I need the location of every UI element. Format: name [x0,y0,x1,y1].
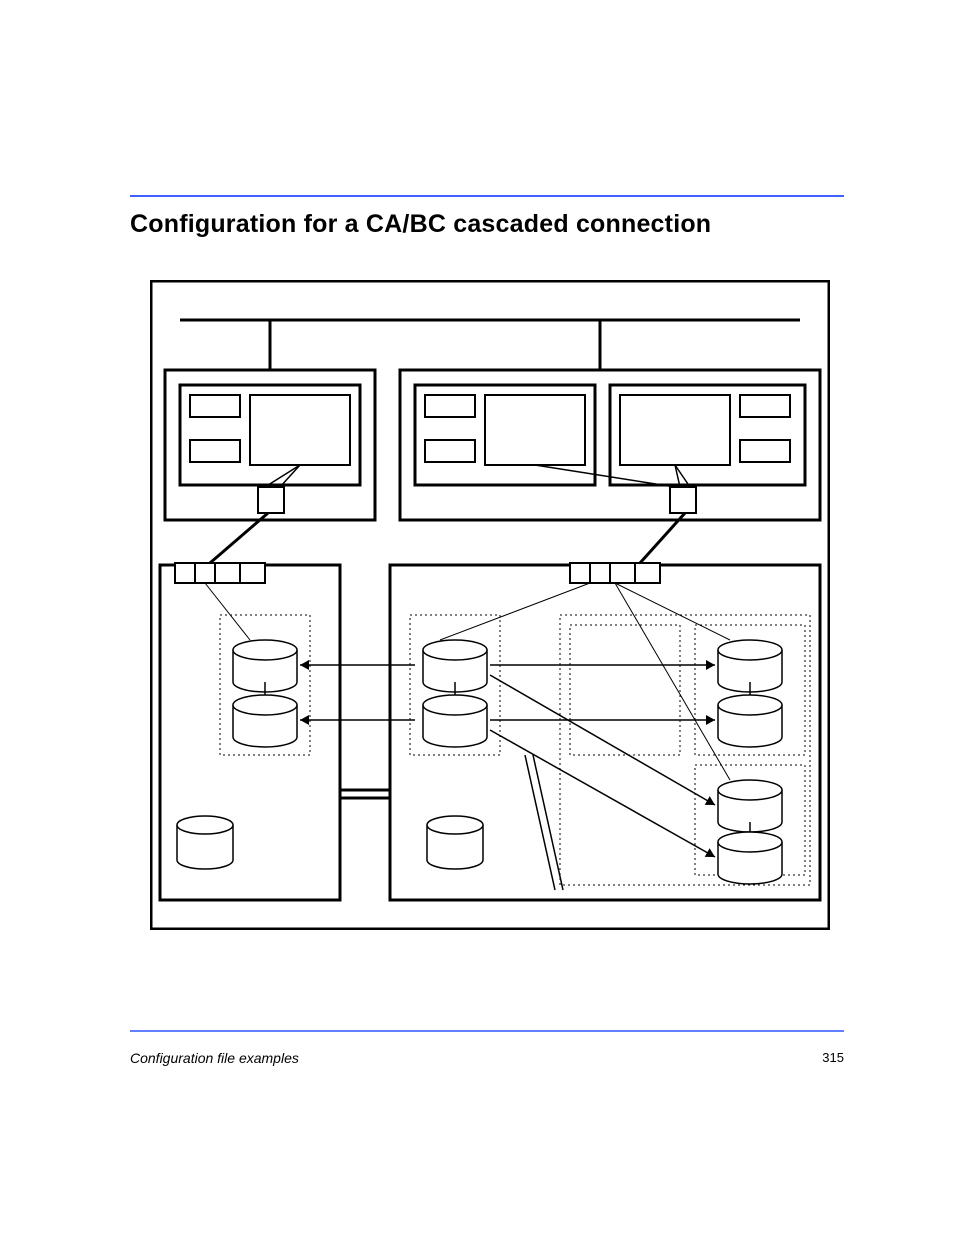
bottom-rule [130,1030,844,1032]
footer-page-number: 315 [822,1050,844,1065]
page-heading: Configuration for a CA/BC cascaded conne… [130,210,711,239]
footer-section: Configuration file examples [130,1050,299,1066]
architecture-diagram [150,280,830,930]
top-rule [130,195,844,197]
page: Configuration for a CA/BC cascaded conne… [0,0,954,1235]
